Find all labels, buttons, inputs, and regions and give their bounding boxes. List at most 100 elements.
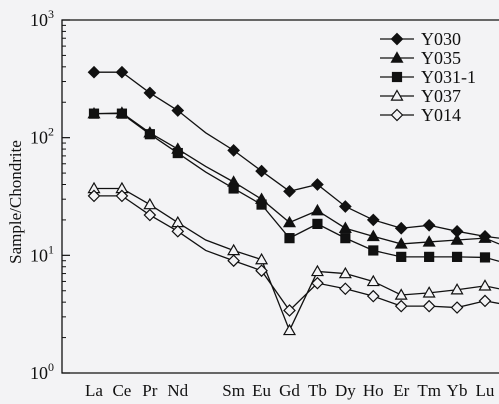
data-point bbox=[396, 251, 407, 262]
data-point bbox=[143, 197, 157, 210]
data-point bbox=[282, 215, 297, 228]
data-point bbox=[255, 164, 268, 178]
data-point bbox=[339, 282, 352, 296]
legend-entry: Y037 bbox=[380, 86, 461, 106]
series-line bbox=[93, 112, 499, 245]
legend-entry: Y035 bbox=[380, 48, 461, 68]
data-point bbox=[450, 283, 464, 295]
data-point bbox=[227, 144, 240, 157]
data-point bbox=[340, 233, 351, 244]
data-point bbox=[115, 65, 129, 79]
series-y031-1 bbox=[88, 108, 499, 263]
series-layer bbox=[87, 65, 499, 336]
data-point bbox=[478, 279, 492, 291]
plot-frame bbox=[61, 19, 499, 374]
data-point bbox=[227, 243, 241, 256]
series-line bbox=[94, 71, 499, 239]
data-point bbox=[284, 233, 295, 244]
data-point bbox=[310, 264, 324, 277]
legend-label: Y031-1 bbox=[421, 67, 476, 87]
data-point bbox=[143, 86, 157, 100]
data-point bbox=[312, 218, 323, 229]
y-axis-ticks: 100 101 102 103 bbox=[30, 7, 70, 383]
y-axis-label: Sample/Chondrite bbox=[6, 140, 25, 264]
data-point bbox=[143, 208, 157, 222]
data-point bbox=[87, 189, 101, 203]
legend-label: Y030 bbox=[421, 29, 461, 49]
legend-marker bbox=[391, 71, 403, 83]
data-point bbox=[144, 129, 155, 140]
x-tick-label: Sm bbox=[222, 381, 245, 400]
x-tick-label: Gd bbox=[279, 381, 300, 400]
x-tick-label: La bbox=[85, 381, 103, 400]
x-tick-label: Eu bbox=[252, 381, 271, 400]
data-point bbox=[116, 108, 128, 119]
x-axis-labels: La Ce Pr Nd Sm Eu Gd Tb Dy Ho Er Tm Yb Lu bbox=[85, 381, 495, 400]
data-point bbox=[338, 266, 352, 279]
data-point bbox=[171, 224, 185, 238]
data-point bbox=[422, 218, 436, 232]
data-point bbox=[256, 199, 267, 210]
data-point bbox=[422, 286, 436, 298]
legend-entry: Y031-1 bbox=[380, 67, 476, 87]
data-point bbox=[478, 294, 492, 308]
data-point bbox=[394, 299, 408, 313]
x-tick-label: Pr bbox=[142, 381, 157, 400]
data-point bbox=[422, 235, 436, 247]
legend-label: Y014 bbox=[421, 105, 461, 125]
data-point bbox=[394, 237, 408, 249]
x-tick-label: Tm bbox=[417, 381, 441, 400]
x-tick-label: Tb bbox=[308, 381, 327, 400]
data-point bbox=[368, 245, 379, 256]
data-point bbox=[283, 304, 296, 317]
x-tick-label: Dy bbox=[335, 381, 356, 400]
data-point bbox=[115, 189, 129, 203]
series-line bbox=[94, 195, 499, 312]
data-point bbox=[228, 183, 239, 194]
data-point bbox=[450, 233, 464, 245]
legend-marker bbox=[390, 89, 404, 101]
x-tick-label: Lu bbox=[476, 381, 495, 400]
data-point bbox=[478, 231, 492, 243]
data-point bbox=[339, 200, 352, 213]
data-point bbox=[338, 221, 352, 233]
data-point bbox=[451, 251, 463, 262]
data-point bbox=[424, 251, 435, 262]
data-point bbox=[88, 108, 100, 119]
data-point bbox=[450, 301, 464, 314]
legend-entry: Y030 bbox=[380, 29, 461, 49]
legend-marker bbox=[390, 108, 404, 122]
y-tick-label: 101 bbox=[30, 242, 54, 265]
data-point bbox=[172, 147, 183, 159]
data-point bbox=[422, 299, 436, 313]
data-point bbox=[283, 184, 296, 198]
x-tick-label: Er bbox=[393, 381, 409, 400]
data-point bbox=[479, 252, 491, 263]
legend-marker bbox=[390, 51, 404, 63]
data-point bbox=[255, 252, 269, 265]
data-point bbox=[171, 104, 185, 117]
data-point bbox=[366, 229, 380, 242]
y-tick-label: 103 bbox=[30, 7, 54, 30]
data-point bbox=[366, 289, 380, 303]
data-point bbox=[87, 65, 101, 79]
data-point bbox=[282, 323, 297, 336]
y-tick-label: 102 bbox=[30, 125, 54, 148]
series-line bbox=[94, 112, 499, 262]
legend-entry: Y014 bbox=[380, 105, 461, 125]
x-tick-label: Nd bbox=[167, 381, 188, 400]
data-point bbox=[255, 264, 268, 278]
legend-label: Y035 bbox=[421, 48, 461, 68]
data-point bbox=[227, 254, 240, 268]
legend-marker bbox=[390, 32, 404, 46]
data-point bbox=[394, 288, 408, 300]
series-line bbox=[94, 187, 499, 333]
data-point bbox=[366, 213, 380, 227]
data-point bbox=[311, 178, 324, 191]
legend-label: Y037 bbox=[421, 86, 461, 106]
plot-area bbox=[61, 19, 499, 374]
data-point bbox=[366, 274, 380, 287]
x-tick-label: Ce bbox=[112, 381, 131, 400]
